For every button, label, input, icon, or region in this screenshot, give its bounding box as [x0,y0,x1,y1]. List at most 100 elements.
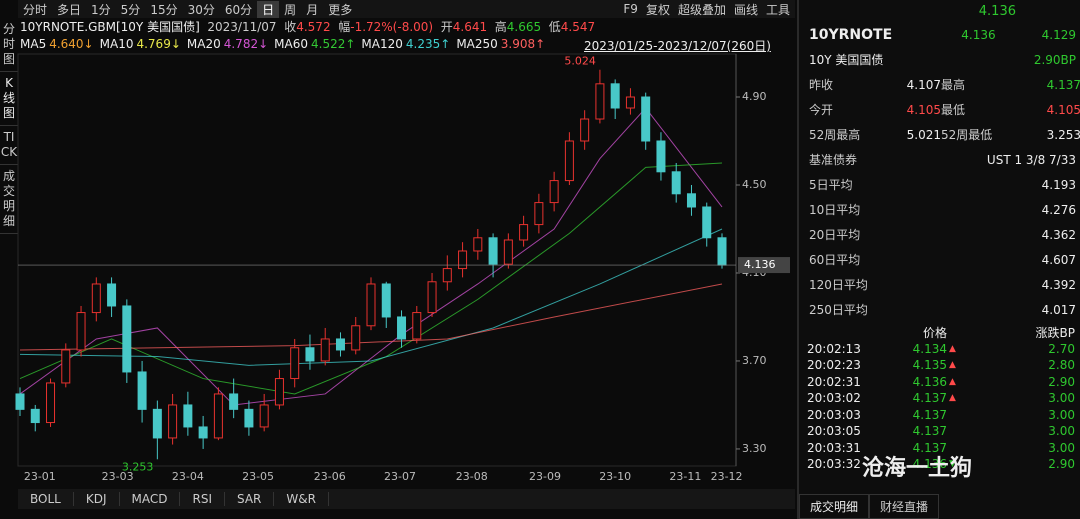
label: 基准债券 [809,153,858,167]
date-range[interactable]: 2023/01/25-2023/12/07(260日) [584,39,771,53]
trade-time: 20:02:31 [807,374,861,389]
trade-time: 20:03:32 [807,457,861,472]
period-tab[interactable]: 周 [284,2,297,17]
trade-row: 20:03:03 4.137 3.00 [799,407,1080,424]
period-tab[interactable]: 更多 [328,2,353,17]
ma-item: MA120 4.235↑ [361,37,450,51]
trade-arrow: ▲ [949,376,956,387]
stat-label: 52周最高 [809,128,861,142]
period-tab[interactable]: 月 [306,2,319,17]
y-tick-label: 3.30 [742,442,767,455]
x-tick-label: 23-10 [599,470,631,483]
last-price-label: 4.136 [744,258,776,271]
tools-toolbar: F9 复权 超级叠加 画线 工具 [623,0,790,18]
tool-button[interactable]: F9 [623,2,638,16]
indicator-tab[interactable]: MACD [120,492,181,506]
avg-value: 4.276 [1041,202,1076,217]
stat-value: 4.107 [906,77,941,92]
trade-row: 20:03:31 4.137 3.00 [799,440,1080,457]
label: 高 [494,20,507,34]
period-tab[interactable]: 分时 [23,2,48,17]
trade-row: 20:03:05 4.137 3.00 [799,423,1080,440]
averages: 5日平均 4.193 10日平均 4.276 20日平均 4.362 60日平均 4.607 1… [799,172,1080,322]
tool-button[interactable]: 画线 [733,2,758,17]
period-tab[interactable]: 15分 [150,2,178,17]
ask: 4.129 [1041,27,1076,42]
stat-value: 3.253 [1046,127,1080,142]
tool-button[interactable]: 工具 [765,2,790,17]
period-tab[interactable]: 30分 [187,2,215,17]
candle-body [229,393,239,410]
period-tab[interactable]: 日 [257,0,280,18]
trade-price: 4.137 [912,407,947,422]
period-tab[interactable]: 1分 [91,2,111,17]
ma-value: 4.640↓ [49,37,94,51]
candle-body [671,171,681,195]
period-tab[interactable]: 多日 [57,2,82,17]
avg-value: 4.607 [1041,252,1076,267]
candle-body [335,338,345,351]
trade-price: 4.135 [912,358,947,373]
candle-body [473,237,483,252]
candle-body [122,305,132,373]
trade-row: 20:03:32 4.136 ▼ 2.90 [799,456,1080,473]
trade-arrow: ▼ [949,459,956,470]
stat-value: 4.137 [1046,77,1080,92]
trade-price: 4.137 [912,424,947,439]
side-tab[interactable]: 成交明细 [0,165,18,234]
indicator-tab[interactable]: BOLL [18,492,74,506]
x-tick-label: 23-06 [314,470,346,483]
indicator-tab[interactable]: KDJ [74,492,120,506]
indicator-tabs: BOLL KDJ MACD RSI SAR W&R [18,489,795,509]
indicator-tab[interactable]: W&R [274,492,329,506]
ma-line [19,283,723,351]
indicator-tab[interactable]: SAR [225,492,275,506]
period-tab[interactable]: 5分 [120,2,141,17]
tool-button[interactable]: 超级叠加 [677,2,726,17]
trade-time: 20:03:03 [807,407,861,422]
side-tab[interactable]: TICK [0,126,18,165]
candle-body [61,349,71,384]
candle-body [91,283,101,314]
side-tab[interactable]: 分时图 [0,18,18,72]
candle-body [458,250,468,270]
x-tick-label: 23-09 [529,470,561,483]
trade-time: 20:03:02 [807,391,861,406]
candle-body [259,404,269,428]
candle-body [274,378,284,406]
candle-body [168,404,178,439]
bottom-tab[interactable]: 财经直播 [869,494,940,519]
trade-arrow: ▲ [949,393,956,404]
avg-value: 4.017 [1041,302,1076,317]
label: 开 [440,20,453,34]
last-price-box [738,257,790,274]
period-toolbar: 分时 多日 1分 5分 15分 30分 60分日周月更多 [18,0,795,18]
avg-label: 5日平均 [809,178,853,192]
ma-legend: MA5 4.640↓ MA10 4.769↓ MA20 4.782↓ MA60 4.522↑ M… [20,37,545,51]
stats: 昨收 4.107 最高 4.137 今开 4.105 最低 4.105 52周最高 5.021 52… [799,72,1080,147]
avg-row: 60日平均 4.607 [799,247,1080,272]
chart: 4.904.504.103.703.3023-0123-0323-0423-05… [15,53,790,483]
stat-label: 52周最低 [941,128,993,142]
x-tick-label: 23-05 [242,470,274,483]
stat-row: 今开 4.105 最低 4.105 [799,97,1080,122]
bottom-tabs: 成交明细 财经直播 [799,494,940,519]
trade-arrow: ▲ [949,343,956,354]
ma-value: 4.235↑ [405,37,451,51]
trade-price: 4.137 [912,391,947,406]
avg-row: 120日平均 4.392 [799,272,1080,297]
ma-name: MA250 [456,37,498,51]
candle-body [320,338,330,362]
candle-body [30,408,40,424]
ma-name: MA5 [20,37,47,51]
trade-arrow: ▲ [949,360,956,371]
period-tab[interactable]: 60分 [224,2,253,17]
trade-price: 4.136 [912,457,947,472]
bottom-tab[interactable]: 成交明细 [799,494,870,519]
side-tab[interactable]: K线图 [0,72,18,126]
stat-value: 4.105 [906,102,941,117]
candle-body [351,325,361,351]
tool-button[interactable]: 复权 [645,2,670,17]
x-tick-label: 23-07 [384,470,416,483]
indicator-tab[interactable]: RSI [180,492,225,506]
